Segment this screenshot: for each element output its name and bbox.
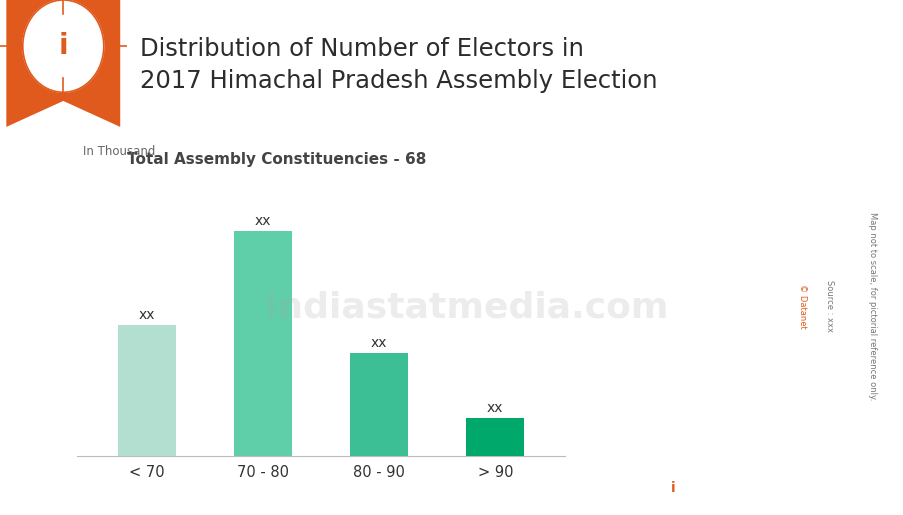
Text: xx: xx	[255, 214, 271, 228]
Bar	[466, 418, 524, 456]
Text: xx: xx	[138, 307, 154, 321]
Text: xx: xx	[370, 336, 386, 350]
Text: Distribution of Number of Electors in
2017 Himachal Pradesh Assembly Election: Distribution of Number of Electors in 20…	[140, 37, 657, 93]
Text: Map not to scale, for pictorial reference only.: Map not to scale, for pictorial referenc…	[867, 212, 876, 401]
Bar	[349, 353, 407, 456]
Text: indiastatmedia.com: indiastatmedia.com	[265, 291, 667, 325]
Text: © Datanet: © Datanet	[797, 284, 805, 329]
Text: Source : xxx: Source : xxx	[824, 281, 833, 332]
Text: In Thousand: In Thousand	[82, 145, 154, 158]
Circle shape	[420, 475, 903, 504]
Polygon shape	[6, 0, 120, 127]
Text: indiastat: indiastat	[697, 480, 780, 498]
Bar	[234, 231, 292, 456]
Circle shape	[23, 0, 104, 92]
Text: xx: xx	[487, 401, 503, 415]
Bar	[117, 325, 175, 456]
Text: media: media	[775, 480, 826, 498]
Text: Total Assembly Constituencies - 68: Total Assembly Constituencies - 68	[126, 152, 425, 167]
Text: i: i	[670, 481, 675, 495]
Text: i: i	[59, 32, 68, 60]
